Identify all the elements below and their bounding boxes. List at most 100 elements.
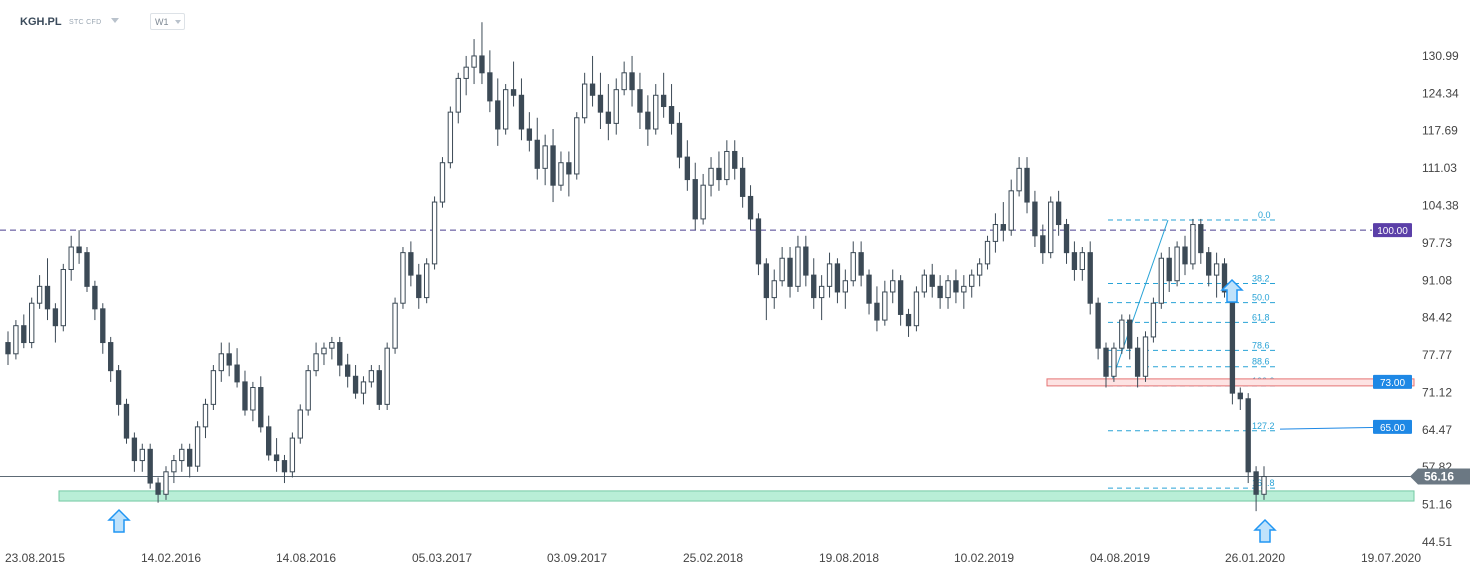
candle-bearish [676,122,683,158]
candle-bearish [787,257,793,287]
candle-bullish [202,403,209,428]
candle-bullish [289,437,296,473]
x-axis-tick-label: 23.08.2015 [5,551,65,565]
candle-bearish [684,156,691,181]
candle-bearish [1063,224,1070,254]
candle-bullish [250,387,256,411]
candle-bullish [400,252,406,304]
candle-bearish [1166,257,1172,282]
candle-bullish [1213,263,1220,276]
candle-bearish [21,325,27,344]
candle-bearish [408,252,414,276]
candle-bullish [139,448,145,462]
candle-bearish [1024,167,1030,203]
fib-level-label: 0.0 [1258,210,1271,220]
candle-bullish [613,89,619,124]
candle-bearish [258,387,264,428]
fib-level-label: 78.6 [1252,340,1270,350]
candle-bearish [1134,347,1141,377]
candle-bullish [621,72,627,91]
candle-bearish [811,274,817,299]
candle-bearish [1032,201,1038,237]
candle-bullish [842,280,849,293]
x-axis-tick-label: 19.07.2020 [1361,551,1421,565]
instrument-type-label: STC CFD [69,19,102,26]
timeframe-select[interactable]: W1 [150,13,185,30]
candle-bearish [897,280,904,315]
candle-bullish [1142,336,1149,377]
candle-bearish [76,246,82,254]
candle-bullish [297,409,303,439]
candle-bearish [605,111,612,124]
candle-bullish [368,370,375,383]
candle-bearish [479,55,485,74]
candle-bearish [637,89,643,113]
candle-bearish [518,94,525,130]
candle-bearish [550,145,556,186]
y-axis-tick-label: 130.99 [1422,49,1459,63]
candle-bullish [329,342,335,349]
candle-bearish [526,128,533,141]
candle-bullish [305,370,311,411]
target-line-65 [1279,426,1379,430]
candle-bearish [376,370,382,405]
candle-bearish [1071,252,1078,270]
candle-bullish [455,77,461,113]
candle-bullish [818,285,825,299]
candle-bullish [826,263,833,287]
candle-bearish [266,426,272,456]
symbol-label[interactable]: KGH.PL [20,16,62,28]
y-axis-tick-label: 64.47 [1422,423,1452,437]
candle-bearish [234,364,240,383]
x-axis-tick-label: 10.02.2019 [954,551,1014,565]
candle-bullish [392,302,398,349]
candle-bearish [1253,471,1259,495]
candle-bullish [1079,252,1085,270]
candle-bullish [976,263,983,276]
candle-bearish [1229,291,1236,394]
candle-bearish [874,302,880,321]
current-price-badge [1410,468,1470,485]
fib-level-label: 50.0 [1252,293,1270,303]
candle-bearish [1221,263,1228,293]
candle-bearish [597,94,604,113]
candle-bullish [321,347,327,355]
candle-bearish [1237,392,1243,400]
fib-level-label: 127.2 [1252,421,1275,431]
candle-bullish [653,94,659,130]
candle-bearish [1000,224,1006,231]
candle-bullish [423,263,430,299]
candle-bearish [1127,319,1133,349]
candle-bullish [13,325,19,355]
candle-bearish [953,280,959,293]
price-badge-100-label: 100.00 [1377,226,1408,237]
price-badge-100 [1373,223,1412,238]
candle-bearish [716,167,722,181]
candle-bullish [945,280,951,299]
fib-level-label: 38.2 [1252,274,1270,284]
candle-bearish [629,72,635,91]
x-axis-tick-label: 03.09.2017 [547,551,607,565]
candle-bearish [108,342,114,372]
candle-bearish [487,72,493,102]
x-axis-tick-label: 26.01.2020 [1225,551,1285,565]
candle-bullish [360,381,367,394]
price-badge-65 [1373,419,1412,434]
candle-bearish [763,263,770,299]
candle-bullish [921,274,927,293]
candle-bullish [60,268,66,327]
candle-bearish [337,342,343,366]
candle-bullish [439,162,446,203]
candle-bullish [1048,201,1054,254]
candle-bullish [1119,319,1125,349]
chevron-down-icon[interactable] [111,18,119,23]
price-badge-73 [1373,374,1412,389]
candle-bullish [708,167,714,186]
candle-bearish [226,353,232,366]
candle-bullish [913,291,920,327]
y-axis-tick-label: 104.38 [1422,199,1459,213]
candle-bullish [1174,246,1180,282]
y-axis-tick-label: 97.73 [1422,236,1452,250]
support-zone [58,490,1415,502]
